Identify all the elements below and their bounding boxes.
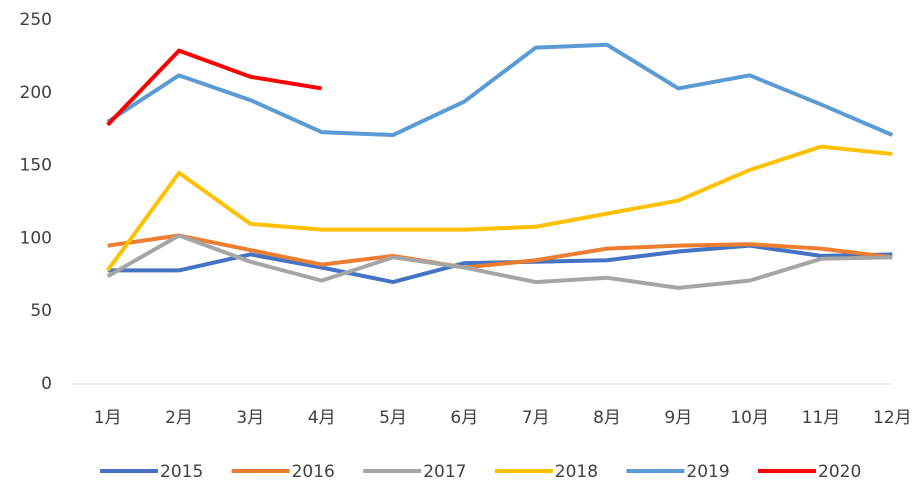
legend-label: 2017 [423,462,466,482]
x-tick-label: 1月 [94,408,122,428]
legend-label: 2019 [686,462,729,482]
x-tick-label: 12月 [873,408,912,428]
y-tick-label: 100 [20,228,52,248]
series-line [106,144,893,272]
legend-label: 2015 [160,462,203,482]
x-tick-label: 3月 [236,408,264,428]
series-line [106,233,893,290]
y-tick-label: 200 [20,83,52,103]
x-tick-label: 9月 [664,408,692,428]
x-tick-label: 11月 [802,408,841,428]
x-tick-label: 8月 [593,408,621,428]
series-line [107,233,893,270]
y-tick-label: 250 [20,10,52,30]
y-tick-label: 50 [30,301,52,321]
x-tick-label: 5月 [379,408,407,428]
x-tick-label: 10月 [730,408,769,428]
y-tick-label: 150 [20,156,52,176]
y-tick-label: 0 [41,374,52,394]
series-line [106,48,322,127]
series-line [106,42,894,138]
x-tick-label: 4月 [308,408,336,428]
legend-label: 2016 [292,462,335,482]
x-tick-label: 2月 [165,408,193,428]
x-tick-label: 7月 [522,408,550,428]
legend-label: 2018 [555,462,598,482]
x-tick-label: 6月 [450,408,478,428]
legend-label: 2020 [818,462,861,482]
